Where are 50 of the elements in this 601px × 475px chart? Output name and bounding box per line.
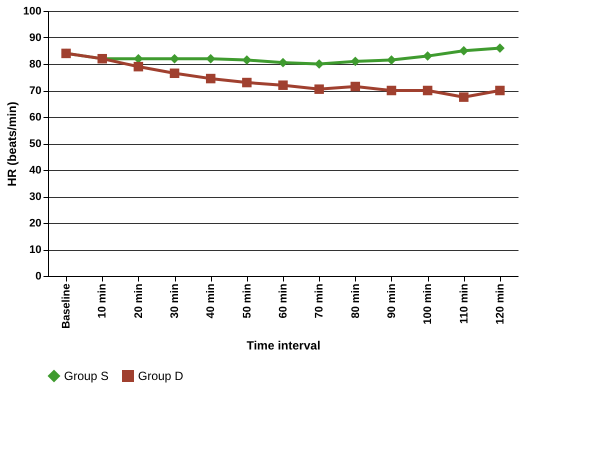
legend-label: Group S: [64, 369, 109, 383]
point: [422, 86, 432, 96]
x-tick-label: 80 min: [350, 283, 362, 318]
point: [314, 84, 324, 94]
y-axis-title: HR (beats/min): [5, 102, 20, 186]
point: [206, 74, 216, 84]
x-axis-title: Time interval: [246, 338, 320, 353]
y-tick-label: 60: [29, 112, 42, 124]
y-tick-label: 80: [29, 58, 42, 70]
point: [242, 55, 252, 65]
x-tick-label: 100 min: [422, 283, 434, 324]
point: [278, 80, 288, 90]
y-tick-label: 40: [29, 164, 42, 176]
y-tick-label: 20: [29, 218, 42, 230]
point: [134, 54, 144, 64]
x-tick-label: 30 min: [169, 283, 182, 318]
point: [459, 46, 469, 56]
point: [206, 54, 216, 64]
y-tick-label: 100: [23, 6, 42, 18]
y-tick-label: 0: [35, 270, 42, 282]
y-tick-label: 30: [29, 191, 42, 203]
point: [495, 43, 505, 53]
point: [314, 59, 324, 69]
x-tick-label: 20 min: [132, 283, 145, 318]
y-tick-label: 10: [29, 244, 42, 256]
y-tick-label: 70: [29, 85, 42, 97]
point: [422, 51, 432, 61]
point: [386, 55, 396, 65]
x-tick-label: 10 min: [96, 283, 109, 318]
point: [459, 92, 469, 102]
point: [350, 82, 360, 92]
point: [386, 86, 396, 96]
legend-label: Group D: [138, 369, 184, 383]
x-tick-label: Baseline: [60, 284, 73, 329]
y-tick-label: 90: [29, 32, 42, 44]
y-tick-label: 50: [29, 138, 42, 150]
x-tick-label: 60 min: [278, 283, 290, 318]
x-tick-label: 90 min: [386, 283, 398, 318]
point: [242, 78, 252, 88]
x-tick-label: 40 min: [205, 283, 218, 318]
x-tick-label: 110 min: [458, 283, 470, 324]
x-tick-label: 120 min: [494, 283, 506, 324]
point: [495, 86, 505, 96]
point: [278, 58, 288, 68]
point: [170, 68, 180, 78]
x-tick-label: 70 min: [314, 283, 326, 318]
point: [170, 54, 180, 64]
point: [134, 62, 144, 72]
x-tick-label: 50 min: [241, 283, 254, 318]
point: [350, 56, 360, 66]
